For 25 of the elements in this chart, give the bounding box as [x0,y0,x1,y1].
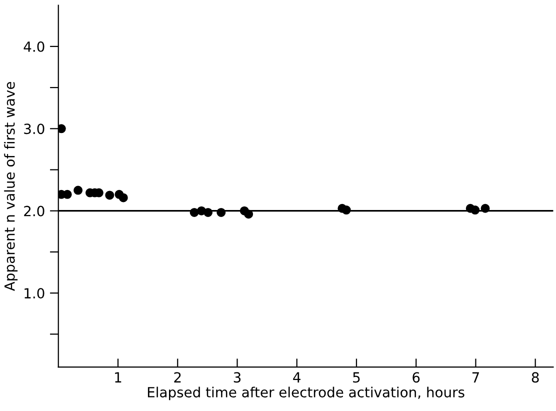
x-tick-label: 6 [412,372,420,383]
point [480,204,490,213]
point [190,208,199,217]
y-tick-label: 3.0 [24,124,44,134]
y-axis-title: Apparent n value of first wave [4,82,18,291]
point [58,124,66,134]
point [74,186,83,195]
point [216,208,226,217]
point [105,190,114,200]
y-tick-label: 4.0 [24,41,44,52]
x-tick-label: 1 [115,372,122,382]
x-tick-label: 7 [472,372,479,382]
x-tick-label: 4 [293,372,300,382]
x-tick-label: 3 [234,372,241,383]
point [204,208,213,217]
point [244,210,254,219]
point [470,206,480,215]
point [342,206,351,215]
x-tick-label: 5 [353,372,360,383]
y-tick-label: 1.0 [24,288,44,299]
x-axis-title: Elapsed time after electrode activation, hours [148,386,464,400]
point [118,193,128,202]
x-tick-label: 8 [532,372,539,383]
y-tick-label: 2.0 [24,206,44,216]
x-tick-label: 2 [174,372,181,382]
